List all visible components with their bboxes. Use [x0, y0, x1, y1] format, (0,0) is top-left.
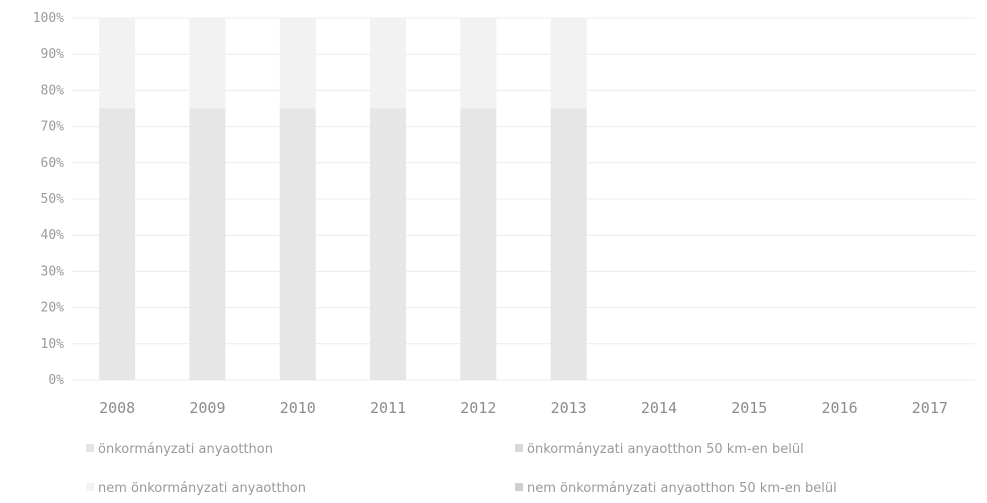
x-tick-label: 2011 [370, 399, 406, 417]
y-tick-label: 80% [41, 83, 65, 98]
legend-label: nem önkormányzati anyaotthon [98, 481, 306, 496]
legend-swatch [515, 444, 523, 452]
x-tick-label: 2012 [460, 399, 496, 417]
x-tick-label: 2015 [731, 399, 767, 417]
x-tick-label: 2013 [551, 399, 587, 417]
legend-label: önkormányzati anyaotthon [98, 442, 273, 457]
y-tick-label: 50% [41, 192, 65, 207]
legend-swatch [86, 444, 94, 452]
y-tick-label: 90% [41, 47, 65, 62]
bar-segment [189, 18, 226, 109]
legend: önkormányzati anyaotthon önkormányzati an… [86, 442, 837, 496]
y-tick-label: 40% [41, 228, 65, 243]
y-axis-ticks: 0% 10% 20% 30% 40% 50% 60% 70% 80% 90% 100% [33, 11, 64, 388]
y-tick-label: 30% [41, 264, 65, 279]
bar-segment [279, 18, 316, 109]
x-tick-label: 2009 [189, 399, 225, 417]
legend-swatch [86, 483, 94, 491]
x-tick-label: 2008 [99, 399, 135, 417]
bars [99, 18, 587, 380]
bar-segment [99, 108, 136, 380]
y-tick-label: 20% [41, 301, 65, 316]
bar-segment [370, 108, 407, 380]
y-tick-label: 0% [48, 373, 64, 388]
bar-segment [550, 108, 587, 380]
legend-label: önkormányzati anyaotthon 50 km-en belül [527, 442, 804, 457]
bar-segment [370, 18, 407, 109]
x-tick-label: 2010 [280, 399, 316, 417]
x-axis-ticks: 2008 2009 2010 2011 2012 2013 2014 2015 2016 2017 [99, 399, 948, 417]
legend-swatch [515, 483, 523, 491]
bar-segment [189, 108, 226, 380]
y-tick-label: 60% [41, 156, 65, 171]
bar-segment [460, 108, 497, 380]
bar-segment [99, 18, 136, 109]
x-tick-label: 2017 [912, 399, 948, 417]
x-tick-label: 2014 [641, 399, 677, 417]
x-tick-label: 2016 [821, 399, 857, 417]
bar-segment [550, 18, 587, 109]
y-tick-label: 70% [41, 120, 65, 135]
y-tick-label: 100% [33, 11, 64, 26]
legend-label: nem önkormányzati anyaotthon 50 km-en be… [527, 481, 837, 496]
bar-segment [279, 108, 316, 380]
y-tick-label: 10% [41, 337, 65, 352]
bar-segment [460, 18, 497, 109]
